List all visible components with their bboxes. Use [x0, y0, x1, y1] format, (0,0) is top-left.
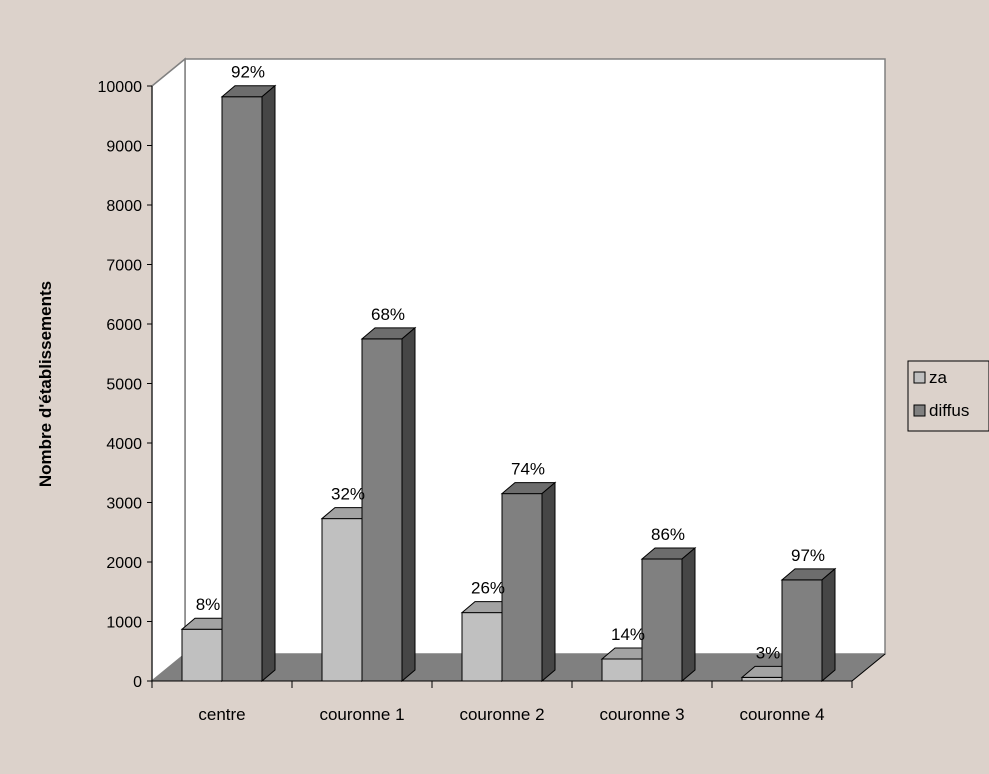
bar-diffus-couronne-4	[780, 567, 837, 683]
y-tick-label: 3000	[106, 496, 142, 513]
y-tick-label: 6000	[106, 317, 142, 334]
y-axis-title: Nombre d'établissements	[36, 281, 55, 487]
bar-front	[781, 579, 823, 682]
bar-front	[361, 338, 403, 682]
y-tick-label: 1000	[106, 615, 142, 632]
bar-diffus-centre	[220, 84, 277, 683]
y-tick-label: 5000	[106, 377, 142, 394]
data-label: 3%	[756, 643, 781, 662]
bar-side	[401, 326, 416, 683]
x-category-label: couronne 1	[319, 705, 404, 724]
bar-front	[221, 96, 263, 682]
x-category-label: couronne 4	[739, 705, 824, 724]
legend-swatch-za	[913, 371, 926, 384]
data-label: 68%	[371, 305, 405, 324]
bar-side	[821, 567, 836, 683]
data-label: 14%	[611, 625, 645, 644]
y-tick-label: 10000	[98, 79, 143, 96]
data-label: 86%	[651, 525, 685, 544]
data-label: 97%	[791, 546, 825, 565]
y-tick-label: 7000	[106, 258, 142, 275]
data-label: 8%	[196, 595, 221, 614]
floor-edge	[851, 653, 886, 682]
x-category-label: couronne 2	[459, 705, 544, 724]
y-tick-label: 0	[133, 674, 142, 691]
bar-diffus-couronne-1	[360, 326, 417, 683]
y-tick-label: 4000	[106, 436, 142, 453]
bar-front	[461, 612, 503, 682]
bar-front	[321, 518, 363, 682]
bar-front	[181, 628, 223, 682]
bar-side	[261, 84, 276, 683]
data-label: 26%	[471, 579, 505, 598]
y-tick-label: 9000	[106, 139, 142, 156]
bar-front	[601, 658, 643, 682]
bar-diffus-couronne-2	[500, 481, 557, 683]
y-tick-label: 2000	[106, 555, 142, 572]
bar-side	[541, 481, 556, 683]
legend-swatch-diffus	[913, 404, 926, 417]
legend: za diffus	[907, 360, 989, 432]
bar-side	[681, 546, 696, 683]
data-label: 74%	[511, 460, 545, 479]
x-category-label: couronne 3	[599, 705, 684, 724]
data-label: 32%	[331, 485, 365, 504]
legend-label-diffus: diffus	[929, 401, 969, 420]
x-category-label: centre	[198, 705, 245, 724]
side-wall	[151, 57, 186, 683]
legend-label-za: za	[929, 368, 948, 387]
bar-diffus-couronne-3	[640, 546, 697, 683]
y-tick-label: 8000	[106, 198, 142, 215]
bar-front	[501, 493, 543, 682]
bar-front	[741, 676, 783, 682]
bar-front	[641, 558, 683, 682]
data-label: 92%	[231, 63, 265, 82]
